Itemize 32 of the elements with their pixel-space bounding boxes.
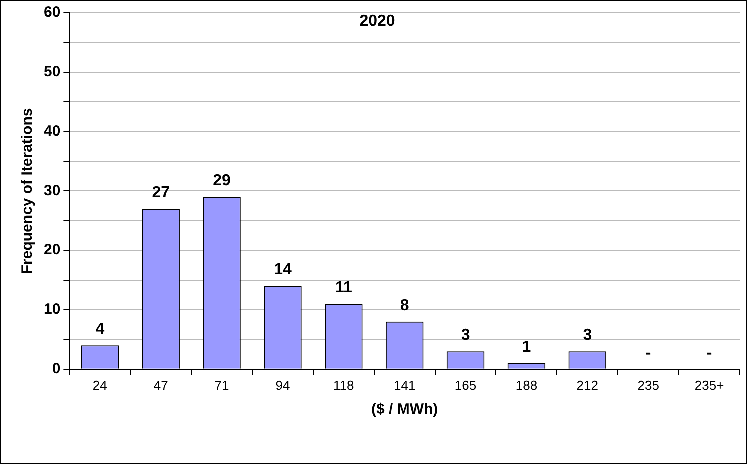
data-label: - bbox=[706, 344, 712, 362]
y-tick-label: 0 bbox=[52, 360, 61, 378]
y-axis-title: Frequency of Iterations bbox=[19, 108, 36, 274]
x-tick-label: 94 bbox=[276, 378, 290, 393]
x-tick-label: 188 bbox=[516, 378, 538, 393]
data-label: 4 bbox=[96, 321, 105, 338]
x-tick-label: 165 bbox=[454, 378, 477, 393]
x-tick-label: 212 bbox=[576, 378, 599, 393]
x-axis-title: ($ / MWh) bbox=[372, 401, 438, 418]
data-label: 14 bbox=[274, 262, 292, 279]
x-tick-label: 118 bbox=[334, 378, 354, 393]
x-tick-label: 235 bbox=[638, 378, 660, 393]
y-tick-label: 10 bbox=[44, 301, 61, 318]
y-tick-label: 50 bbox=[44, 64, 61, 81]
x-tick-label: 235+ bbox=[694, 378, 724, 393]
x-tick-label: 47 bbox=[154, 378, 168, 393]
y-tick-label: 30 bbox=[44, 182, 61, 200]
data-label: 27 bbox=[152, 184, 170, 202]
x-tick-label: 141 bbox=[394, 378, 416, 393]
data-label: - bbox=[646, 344, 652, 362]
y-tick-label: 60 bbox=[44, 4, 61, 22]
y-tick-label: 20 bbox=[44, 242, 61, 259]
y-tick-label: 40 bbox=[44, 122, 61, 140]
x-tick-label: 24 bbox=[92, 378, 108, 393]
data-label: 1 bbox=[522, 338, 532, 356]
x-tick-label: 71 bbox=[214, 378, 230, 393]
chart-title: 2020 bbox=[360, 12, 396, 30]
data-label: 8 bbox=[400, 297, 410, 314]
data-label: 11 bbox=[335, 279, 352, 296]
data-label: 29 bbox=[213, 172, 232, 190]
data-label: 3 bbox=[583, 326, 592, 344]
data-label: 3 bbox=[461, 326, 470, 344]
